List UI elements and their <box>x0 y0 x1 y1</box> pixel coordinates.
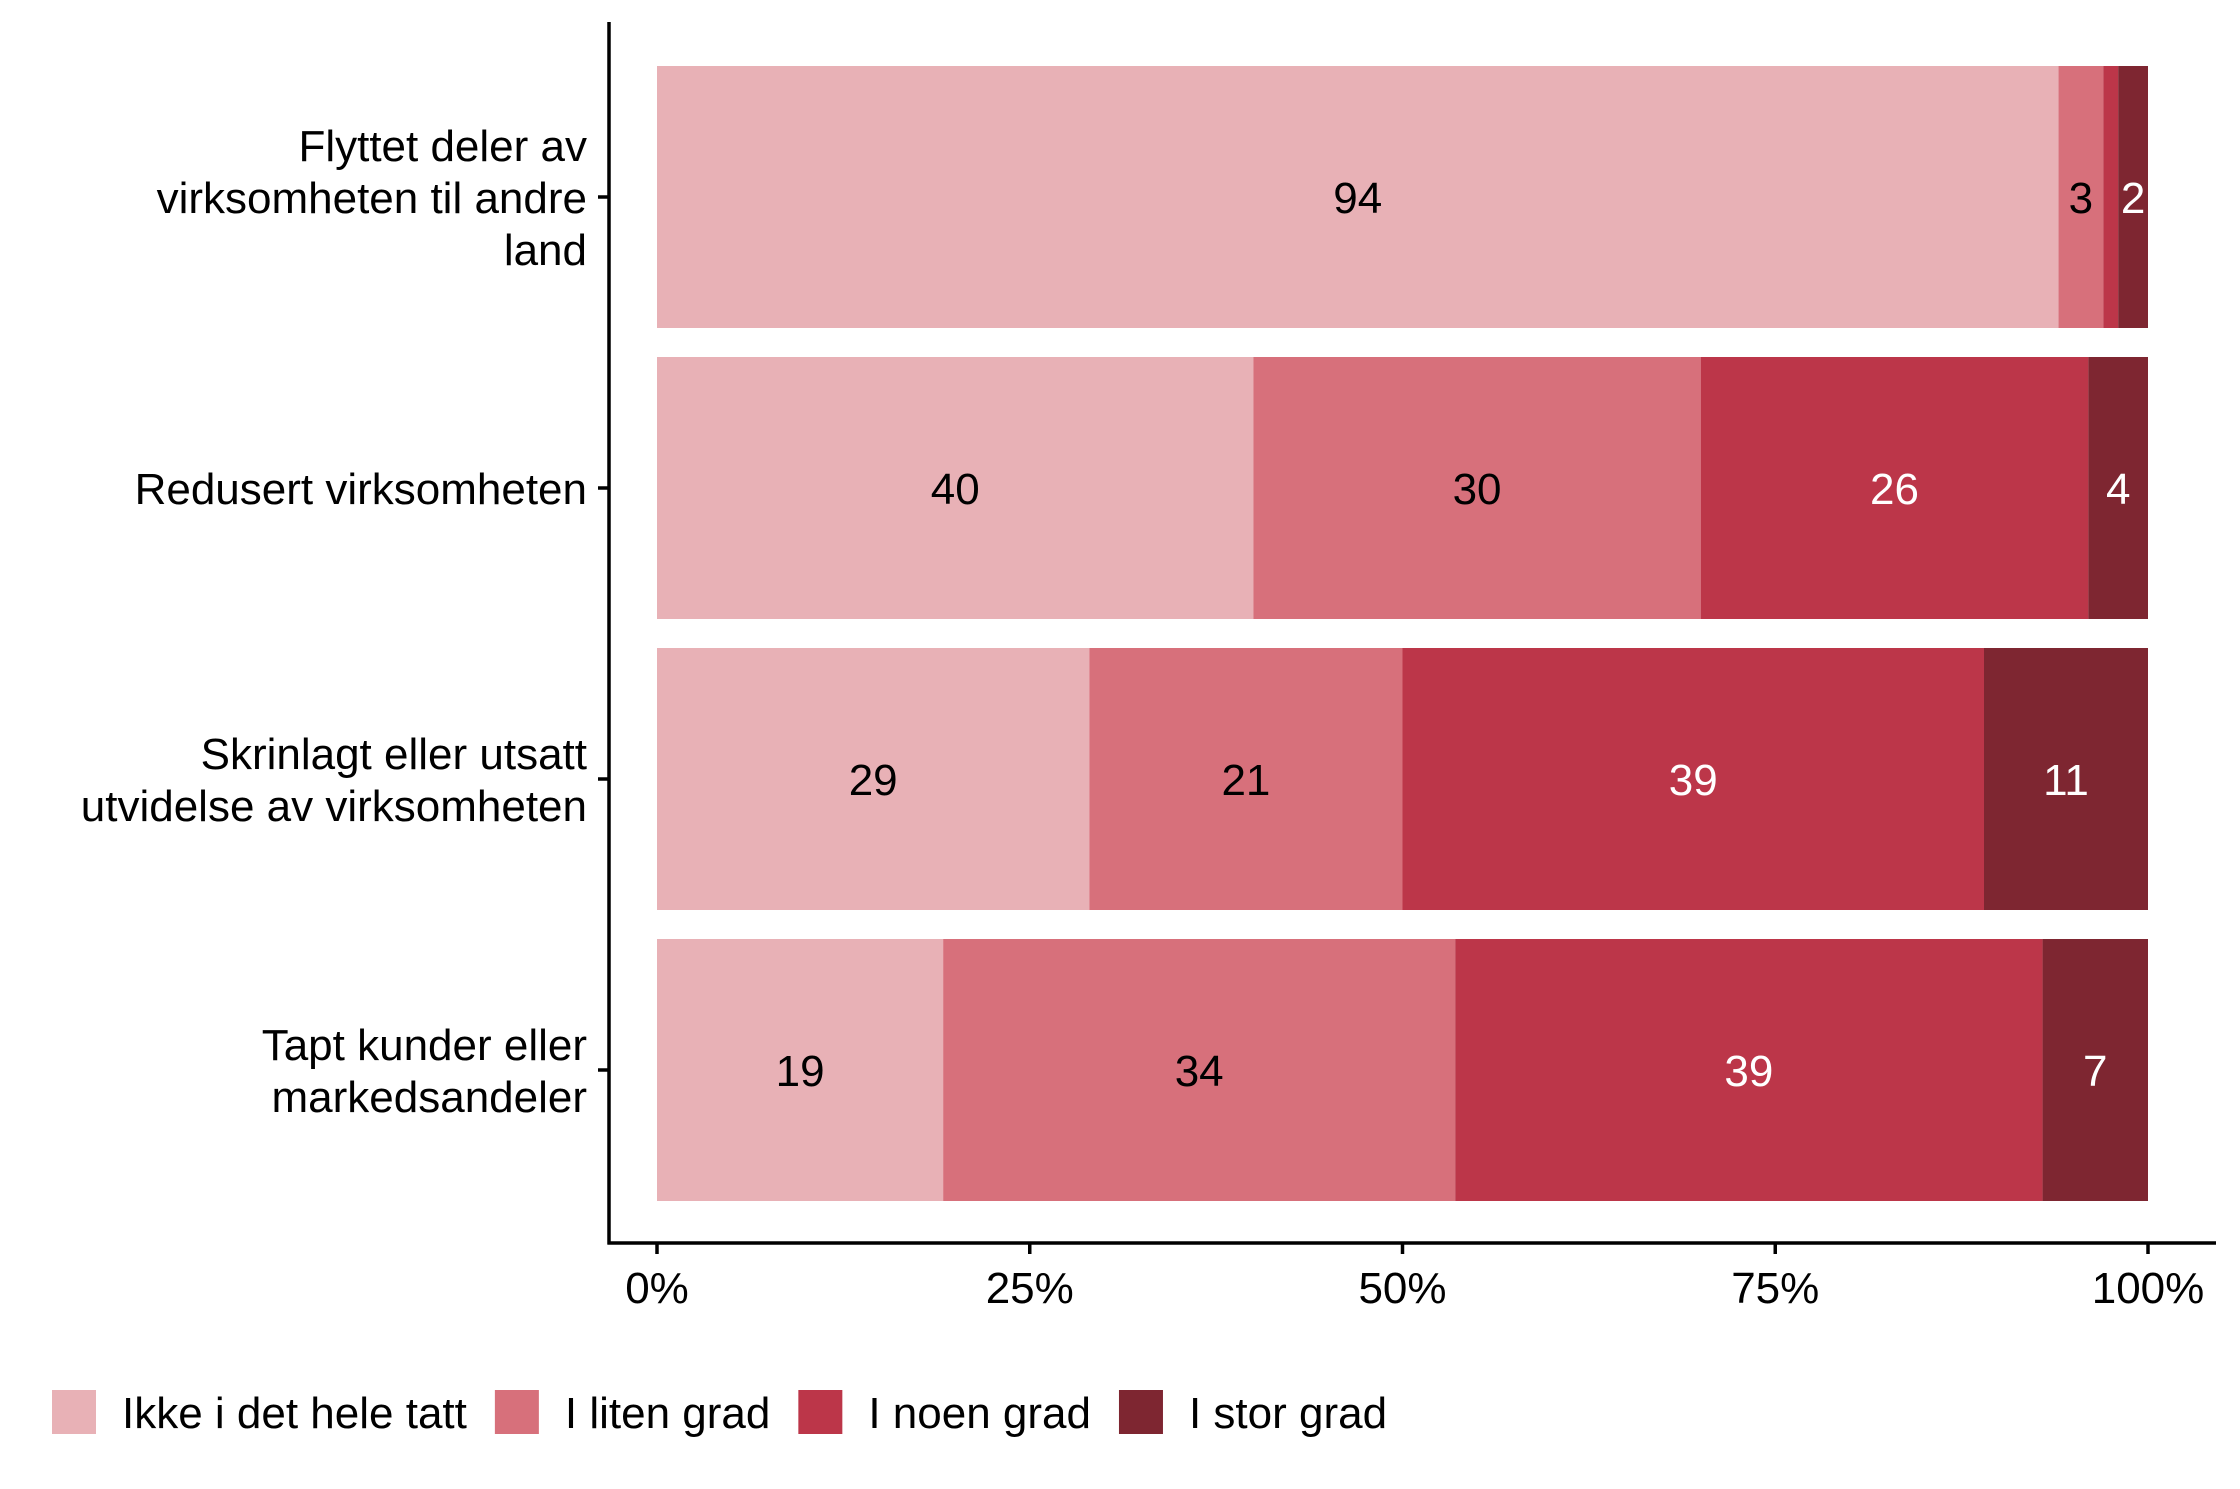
x-tick-label: 25% <box>986 1264 1074 1313</box>
category-label: utvidelse av virksomheten <box>81 782 587 831</box>
bar-segment <box>2058 66 2104 328</box>
bar-value-label: 4 <box>2106 465 2130 514</box>
bar-value-label: 11 <box>2043 756 2089 805</box>
bar-segment <box>2042 939 2148 1201</box>
bar-segment <box>1253 357 1701 619</box>
bar-segment <box>2103 66 2119 328</box>
category-label: Tapt kunder eller <box>262 1021 587 1070</box>
bar-value-label: 94 <box>1333 174 1382 223</box>
legend: Ikke i det hele tatt I liten grad I noen g… <box>52 1389 1387 1438</box>
legend-label: I liten grad <box>565 1389 770 1438</box>
bar-segment <box>657 648 1090 910</box>
bar-segment <box>2118 66 2148 328</box>
bar-value-label: 21 <box>1221 756 1270 805</box>
bar-segment <box>1089 648 1403 910</box>
category-label: virksomheten til andre <box>157 174 587 223</box>
bar-segment <box>2088 357 2148 619</box>
bar-value-label: 3 <box>2069 174 2093 223</box>
category-label: markedsandeler <box>272 1073 588 1122</box>
bar-value-label: 34 <box>1175 1047 1224 1096</box>
x-tick-label: 50% <box>1358 1264 1446 1313</box>
bar-segment <box>657 66 2059 328</box>
category-label: land <box>504 226 587 275</box>
bar-segment <box>1983 648 2148 910</box>
x-tick-label: 100% <box>2092 1264 2205 1313</box>
bar-segment <box>1455 939 2043 1201</box>
bar-value-label: 2 <box>2121 174 2145 223</box>
bar-segment <box>943 939 1456 1201</box>
bars-layer <box>657 66 2148 1201</box>
bar-value-label: 30 <box>1453 465 1502 514</box>
bar-segment <box>657 357 1254 619</box>
legend-swatch <box>494 1390 539 1434</box>
category-label: Skrinlagt eller utsatt <box>201 730 587 779</box>
bar-value-label: 39 <box>1669 756 1718 805</box>
bar-value-label: 39 <box>1724 1047 1773 1096</box>
bar-value-label: 40 <box>931 465 980 514</box>
bar-labels-layer: 94 3 2 40 30 26 4 29 21 39 11 19 34 39 7 <box>776 174 2146 1096</box>
x-tick-label: 75% <box>1731 1264 1819 1313</box>
legend-label: I stor grad <box>1189 1389 1387 1438</box>
category-label: Redusert virksomheten <box>135 465 587 514</box>
bar-value-label: 26 <box>1870 465 1919 514</box>
bar-segment <box>1402 648 1984 910</box>
bar-value-label: 7 <box>2083 1047 2107 1096</box>
legend-swatch <box>1118 1390 1163 1434</box>
legend-swatch <box>798 1390 843 1434</box>
bar-segment <box>657 939 944 1201</box>
legend-swatch <box>52 1390 96 1434</box>
bar-value-label: 29 <box>849 756 898 805</box>
category-label: Flyttet deler av <box>298 122 587 171</box>
legend-label: Ikke i det hele tatt <box>122 1389 467 1438</box>
x-tick-label: 0% <box>625 1264 689 1313</box>
bar-value-label: 19 <box>776 1047 825 1096</box>
bar-segment <box>1700 357 2089 619</box>
legend-label: I noen grad <box>868 1389 1091 1438</box>
